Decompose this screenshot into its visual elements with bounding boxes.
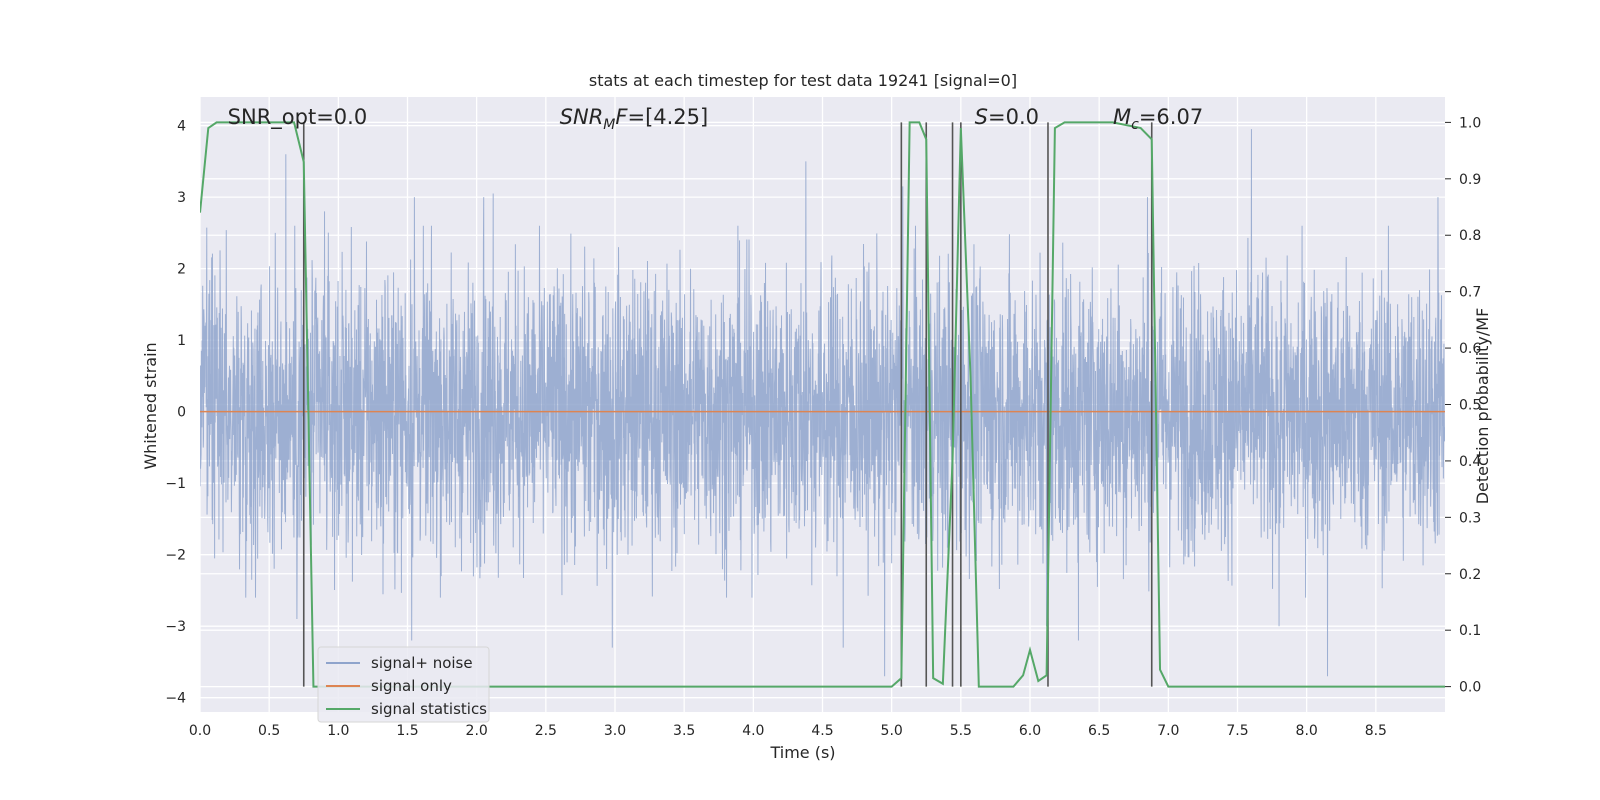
annotations: SNR_opt=0.0 SNRMF=[4.25] S=0.0 Mc=6.07 <box>228 105 1204 133</box>
y-right-tick-label: 0.6 <box>1459 341 1481 357</box>
x-tick-label: 2.0 <box>466 723 488 739</box>
y-axis-right-label: Detection probability/MF <box>1473 308 1492 505</box>
y-right-tick-label: 0.1 <box>1459 623 1481 639</box>
y-right-tick-label: 0.7 <box>1459 285 1481 301</box>
y-right-tick-label: 0.2 <box>1459 567 1481 583</box>
x-tick-label: 6.0 <box>1019 723 1041 739</box>
x-tick-label: 3.5 <box>673 723 695 739</box>
legend-box <box>317 646 490 723</box>
x-tick-label: 5.5 <box>950 723 972 739</box>
x-tick-label: 8.0 <box>1296 723 1318 739</box>
series-signal-plus-noise <box>200 129 1445 677</box>
y-axis-right-ticks: 1.0 0.9 0.8 0.7 0.6 0.5 0.4 0.3 0.2 0.1 0.0 <box>1445 115 1481 696</box>
annotation-s: S=0.0 <box>975 105 1039 129</box>
y-tick-label: 3 <box>177 190 186 206</box>
x-tick-label: 5.0 <box>881 723 903 739</box>
x-axis-label: Time (s) <box>769 743 835 762</box>
x-tick-label: 7.5 <box>1226 723 1248 739</box>
y-tick-label: −1 <box>165 476 186 492</box>
y-tick-label: 1 <box>177 333 186 349</box>
x-tick-label: 7.0 <box>1157 723 1179 739</box>
legend: signal+ noise signal only signal statistic… <box>317 646 490 723</box>
annotation-snr-mf: SNRMF=[4.25] <box>560 105 709 133</box>
y-right-tick-label: 0.8 <box>1459 228 1481 244</box>
legend-entry: signal statistics <box>371 700 487 718</box>
legend-entry: signal only <box>371 677 452 695</box>
x-tick-label: 6.5 <box>1088 723 1110 739</box>
y-tick-label: −2 <box>165 548 186 564</box>
y-right-tick-label: 1.0 <box>1459 115 1481 131</box>
y-right-tick-label: 0.9 <box>1459 172 1481 188</box>
legend-entry: signal+ noise <box>371 654 473 672</box>
x-tick-label: 3.0 <box>604 723 626 739</box>
y-tick-label: 4 <box>177 119 186 135</box>
x-tick-label: 1.5 <box>396 723 418 739</box>
series-signal-statistics <box>200 121 1445 688</box>
y-axis-left-ticks: 4 3 2 1 0 −1 −2 −3 −4 <box>165 119 186 707</box>
x-tick-label: 0.0 <box>189 723 211 739</box>
annotation-mc: Mc=6.07 <box>1113 105 1203 133</box>
y-axis-label: Whitened strain <box>141 342 160 469</box>
x-tick-label: 1.0 <box>327 723 349 739</box>
y-tick-label: 2 <box>177 262 186 278</box>
y-tick-label: 0 <box>177 405 186 421</box>
y-tick-label: −4 <box>165 691 186 707</box>
x-axis-ticks: 0.0 0.5 1.0 1.5 2.0 2.5 3.0 3.5 4.0 4.5 5.0 5.5 6.0 6… <box>189 723 1387 739</box>
x-tick-label: 0.5 <box>258 723 280 739</box>
y-right-tick-label: 0.3 <box>1459 510 1481 526</box>
x-tick-label: 2.5 <box>535 723 557 739</box>
y-right-tick-label: 0.4 <box>1459 454 1481 470</box>
plot-marks <box>200 121 1445 688</box>
x-tick-label: 4.5 <box>811 723 833 739</box>
annotation-snr-opt: SNR_opt=0.0 <box>228 105 368 130</box>
x-tick-label: 8.5 <box>1365 723 1387 739</box>
y-right-tick-label: 0.0 <box>1459 680 1481 696</box>
y-right-tick-label: 0.5 <box>1459 398 1481 414</box>
y-tick-label: −3 <box>165 619 186 635</box>
chart-title: stats at each timestep for test data 192… <box>589 71 1017 90</box>
x-tick-label: 4.0 <box>742 723 764 739</box>
